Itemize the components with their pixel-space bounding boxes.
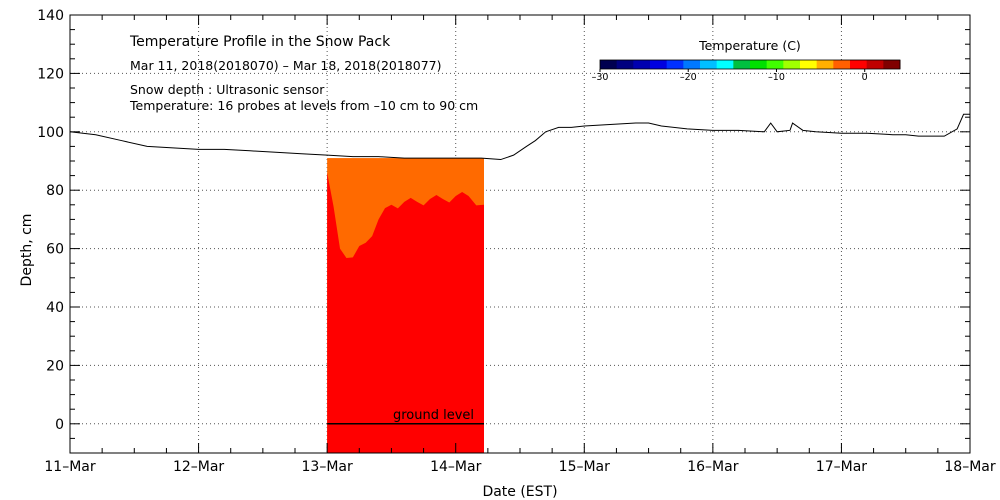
- chart-title: Temperature Profile in the Snow Pack: [129, 34, 391, 50]
- temperature-colorbar: –30 –20 –10 0: [592, 59, 901, 83]
- x-axis-label: Date (EST): [482, 484, 557, 500]
- x-tick-label: 17–Mar: [816, 459, 867, 475]
- colorbar-swatch: [716, 60, 734, 69]
- colorbar-swatch: [766, 60, 784, 69]
- y-tick-label: 80: [46, 183, 64, 199]
- temperature-lower-layer: [327, 172, 484, 453]
- x-tick-label: 14–Mar: [430, 459, 481, 475]
- x-tick-label: 12–Mar: [173, 459, 224, 475]
- note-snow-depth: Snow depth : Ultrasonic sensor: [130, 82, 325, 97]
- y-tick-label: 120: [37, 66, 64, 82]
- ground-level-label: ground level: [393, 408, 474, 423]
- y-tick-label: 40: [46, 300, 64, 316]
- y-tick-label: 60: [46, 242, 64, 258]
- colorbar-swatch: [850, 60, 868, 69]
- colorbar-swatch: [616, 60, 634, 69]
- temperature-fill: [327, 158, 484, 453]
- x-tick-label: 16–Mar: [687, 459, 738, 475]
- y-axis-label: Depth, cm: [19, 214, 35, 287]
- note-temperature: Temperature: 16 probes at levels from –1…: [129, 98, 478, 113]
- colorbar-swatch: [816, 60, 834, 69]
- colorbar-frame: [599, 59, 901, 70]
- y-tick-label: 0: [55, 417, 64, 433]
- colorbar-swatch: [733, 60, 751, 69]
- colorbar-swatch: [750, 60, 768, 69]
- colorbar-swatch: [700, 60, 718, 69]
- colorbar-swatch: [783, 60, 801, 69]
- y-tick-label: 100: [37, 125, 64, 141]
- colorbar-swatch: [633, 60, 651, 69]
- colorbar-swatch: [883, 60, 901, 69]
- y-tick-label: 20: [46, 358, 64, 374]
- colorbar-label: Temperature (C): [698, 38, 801, 53]
- colorbar-swatch: [866, 60, 884, 69]
- colorbar-swatch: [833, 60, 851, 69]
- colorbar-swatch: [800, 60, 818, 69]
- colorbar-tick-label: 0: [862, 72, 868, 83]
- y-axis: 0 20 40 60 80 100 120 140: [37, 8, 970, 454]
- colorbar-swatch: [683, 60, 701, 69]
- x-tick-label: 15–Mar: [559, 459, 610, 475]
- x-tick-label: 11–Mar: [44, 459, 95, 475]
- x-tick-label: 13–Mar: [302, 459, 353, 475]
- y-tick-label: 140: [37, 8, 64, 24]
- colorbar-tick-label: –20: [680, 72, 697, 83]
- colorbar-swatch: [666, 60, 684, 69]
- colorbar-tick-label: –10: [768, 72, 785, 83]
- colorbar-tick-label: –30: [592, 72, 609, 83]
- colorbar-swatch: [650, 60, 668, 69]
- colorbar-swatch: [600, 60, 618, 69]
- snow-depth-line: [69, 113, 970, 161]
- x-tick-label: 18–Mar: [944, 459, 995, 475]
- x-axis: 11–Mar 12–Mar 13–Mar 14–Mar 15–Mar 16–Mar 17–M…: [44, 15, 996, 475]
- date-range: Mar 11, 2018(2018070) – Mar 18, 2018(201…: [130, 58, 442, 73]
